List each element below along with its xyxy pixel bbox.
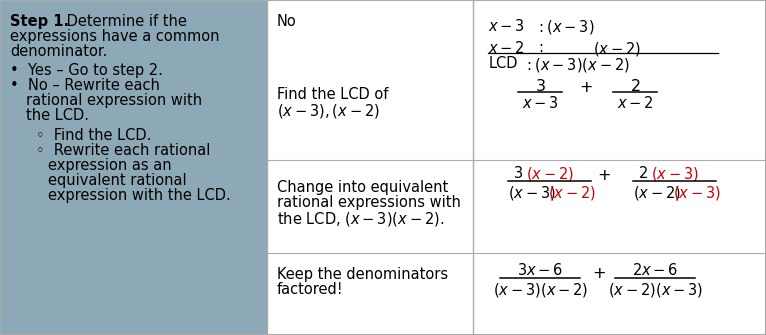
Text: $(x - 3), (x - 2)$: $(x - 3), (x - 2)$: [277, 102, 379, 120]
Text: $+$: $+$: [597, 169, 611, 184]
Text: Find the LCD of: Find the LCD of: [277, 87, 388, 102]
Text: $(x-2)$: $(x-2)$: [548, 184, 597, 202]
Bar: [267, 0, 766, 335]
Text: expression with the LCD.: expression with the LCD.: [48, 188, 231, 203]
Text: $(x-3)(x-2)$: $(x-3)(x-2)$: [493, 281, 588, 299]
Text: •  Yes – Go to step 2.: • Yes – Go to step 2.: [10, 64, 163, 78]
Text: the LCD.: the LCD.: [26, 109, 89, 124]
Text: the LCD, $(x-3)(x-2)$.: the LCD, $(x-3)(x-2)$.: [277, 210, 444, 228]
Text: ◦  Rewrite each rational: ◦ Rewrite each rational: [36, 143, 211, 158]
Text: No: No: [277, 14, 296, 29]
Text: $x-3$: $x-3$: [489, 18, 525, 34]
Text: Step 1.: Step 1.: [10, 14, 69, 29]
Text: ◦  Find the LCD.: ◦ Find the LCD.: [36, 128, 152, 143]
Text: $2$: $2$: [630, 78, 640, 94]
Text: $(x-2)(x-3)$: $(x-2)(x-3)$: [607, 281, 703, 299]
Text: Keep the denominators: Keep the denominators: [277, 267, 447, 282]
Text: $3$: $3$: [513, 165, 523, 181]
Text: rational expression with: rational expression with: [26, 93, 202, 109]
Text: $x-2$: $x-2$: [617, 95, 654, 111]
Text: LCD: LCD: [489, 56, 518, 71]
Text: •  No – Rewrite each: • No – Rewrite each: [10, 78, 160, 93]
Text: $x-3$: $x-3$: [522, 95, 559, 111]
Text: $(x-3)$: $(x-3)$: [651, 165, 699, 183]
Text: $x-2$: $x-2$: [489, 40, 525, 56]
Text: $2x-6$: $2x-6$: [632, 262, 679, 278]
Text: factored!: factored!: [277, 282, 343, 297]
Text: expressions have a common: expressions have a common: [10, 29, 220, 44]
Text: $+$: $+$: [591, 266, 605, 280]
Text: $2$: $2$: [638, 165, 648, 181]
Text: $3x-6$: $3x-6$: [517, 262, 564, 278]
Text: Determine if the: Determine if the: [62, 14, 187, 29]
Text: equivalent rational: equivalent rational: [48, 173, 187, 188]
Text: $(x-2)$: $(x-2)$: [526, 165, 574, 183]
Text: $3$: $3$: [535, 78, 545, 94]
Text: expression as an: expression as an: [48, 158, 172, 173]
Text: $:(x-3)$: $:(x-3)$: [536, 18, 595, 36]
Text: $(x-2)$: $(x-2)$: [594, 40, 641, 58]
Text: $(x-3)$: $(x-3)$: [509, 184, 556, 202]
Text: rational expressions with: rational expressions with: [277, 195, 460, 210]
Text: $+$: $+$: [578, 79, 592, 94]
Bar: [0, 0, 267, 335]
Text: $:(x-3)(x-2)$: $:(x-3)(x-2)$: [525, 56, 630, 74]
Text: denominator.: denominator.: [10, 44, 107, 59]
Text: $:$: $:$: [536, 40, 545, 55]
Text: $(x-3)$: $(x-3)$: [673, 184, 722, 202]
Text: $(x-2)$: $(x-2)$: [633, 184, 682, 202]
Text: Change into equivalent: Change into equivalent: [277, 180, 448, 195]
